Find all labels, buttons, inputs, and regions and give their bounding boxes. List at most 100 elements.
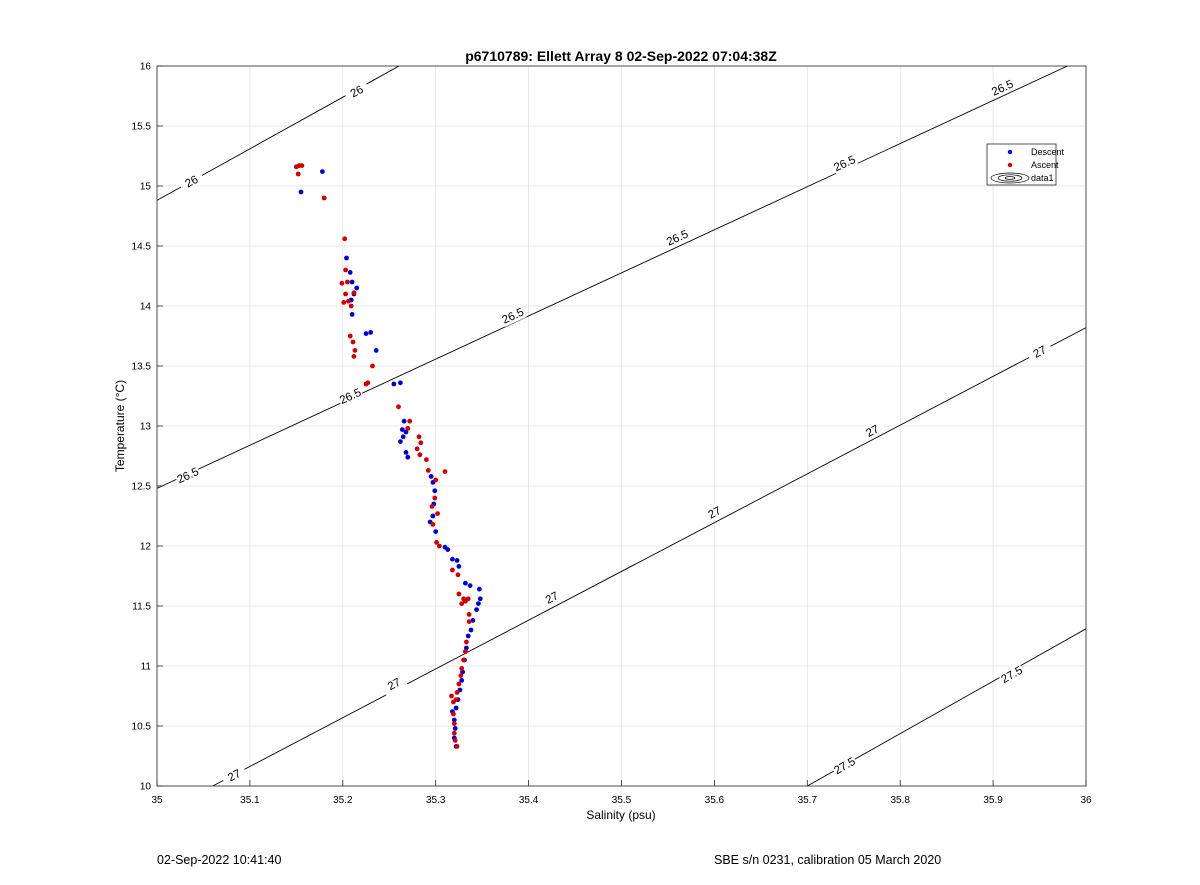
descent-point <box>450 556 455 562</box>
ascent-point <box>450 567 455 573</box>
x-tick-label: 35.4 <box>519 795 539 806</box>
x-tick-label: 35.5 <box>612 795 632 806</box>
ascent-point <box>461 657 466 663</box>
contour-label-text: 26.5 <box>338 387 363 407</box>
y-tick-label: 13 <box>140 422 152 433</box>
contour-label-text: 26 <box>349 84 366 101</box>
legend-box <box>986 143 1057 186</box>
ascent-point <box>343 267 348 273</box>
y-tick-label: 16 <box>140 62 152 73</box>
contour-label: 27 <box>220 763 248 787</box>
contour-label-text: 27 <box>386 677 403 694</box>
contour-labels: 262626.526.526.526.526.526.5272727272727… <box>173 76 1054 787</box>
contour-label-text: 27 <box>226 768 243 785</box>
descent-point <box>465 633 471 639</box>
descent-point <box>460 669 465 675</box>
contour-label-background <box>220 763 248 787</box>
ascent-point <box>346 298 351 304</box>
ascent-point <box>425 468 431 473</box>
contour-label: 26.5 <box>830 151 859 175</box>
descent-point <box>453 705 459 711</box>
contour-label-background <box>342 79 371 104</box>
descent-point <box>298 189 304 195</box>
contour-label: 27.5 <box>830 753 859 778</box>
x-axis-label: Salinity (psu) <box>586 808 655 822</box>
ascent-point <box>295 171 301 177</box>
contour-label: 26 <box>177 169 206 194</box>
contour-label-text: 27 <box>864 423 881 440</box>
ascent-point <box>350 339 356 345</box>
descent-point <box>391 381 397 387</box>
y-tick-label: 14 <box>140 302 152 313</box>
ascent-point <box>456 681 462 687</box>
y-tick-label: 11.5 <box>132 602 151 613</box>
contour-label-background <box>1025 339 1054 364</box>
ascent-point <box>466 619 472 624</box>
ascent-point <box>407 418 413 424</box>
contour-label-background <box>173 463 202 487</box>
ascent-point <box>466 612 472 617</box>
ascent-point <box>416 434 422 440</box>
contour-label: 26.5 <box>336 384 365 408</box>
x-tick-label: 35.8 <box>890 795 910 806</box>
ascent-point <box>454 690 460 695</box>
y-axis-label: Temperature (°C) <box>113 380 127 472</box>
x-tick-label: 35.9 <box>983 795 1003 806</box>
contour-label: 26 <box>342 79 371 104</box>
descent-point <box>401 418 407 424</box>
descent-point <box>320 169 325 175</box>
ascent-point <box>351 290 357 296</box>
descent-point <box>363 331 369 336</box>
contour-label: 27 <box>700 500 729 525</box>
contour-label-background <box>830 753 859 778</box>
contour-line <box>157 66 400 201</box>
descent-point <box>349 312 355 317</box>
contour-label-text: 26 <box>183 174 200 191</box>
contour-label-background <box>997 662 1026 687</box>
calibration-footer: SBE s/n 0231, calibration 05 March 2020 <box>714 853 942 867</box>
y-tick-label: 11 <box>141 662 152 673</box>
descent-point <box>405 454 411 460</box>
contour-label: 27 <box>380 672 408 696</box>
descent-point <box>403 429 409 435</box>
ascent-point <box>342 236 348 242</box>
ascent-point <box>417 452 423 458</box>
x-tick-label: 35.1 <box>240 795 260 806</box>
x-tick-label: 35.2 <box>333 795 353 806</box>
contour-label-background <box>177 169 206 194</box>
legend-descent-marker <box>1007 149 1013 155</box>
contour-label-background <box>336 384 365 408</box>
ascent-point <box>339 280 345 286</box>
contour-label-background <box>380 672 408 696</box>
descent-point <box>403 450 409 455</box>
ascent-point <box>451 699 456 705</box>
chart-title: p6710789: Ellett Array 8 02-Sep-2022 07:… <box>465 48 777 64</box>
descent-point <box>459 678 465 683</box>
axes: 35 35.1 35.2 35.3 35.4 35.5 35.6 35.7 35.8 35.9 36… <box>132 62 1092 807</box>
descent-point <box>349 279 355 285</box>
data-points <box>293 163 483 749</box>
contour-label-text: 26.5 <box>665 228 690 248</box>
ascent-point <box>341 300 347 305</box>
contour-label-text: 27 <box>544 590 561 607</box>
legend-data1-label: data1 <box>1031 173 1054 183</box>
ascent-point <box>464 639 469 645</box>
y-tick-label: 12 <box>140 542 152 553</box>
contour-label: 26.5 <box>663 226 692 249</box>
ascent-point <box>459 601 465 606</box>
legend-ascent-label: Ascent <box>1031 160 1059 170</box>
descent-point <box>464 645 469 651</box>
descent-point <box>445 547 451 552</box>
ascent-point <box>299 163 305 169</box>
x-tick-label: 35 <box>151 795 163 806</box>
ascent-point <box>455 572 461 578</box>
descent-point <box>452 726 458 731</box>
descent-point <box>347 270 353 275</box>
descent-point <box>399 427 405 432</box>
descent-point <box>477 586 482 592</box>
ascent-point <box>451 730 457 736</box>
ascent-point <box>452 738 458 743</box>
contour-label-background <box>663 226 692 249</box>
contour-label-background <box>498 304 527 327</box>
y-tick-label: 14.5 <box>132 242 152 253</box>
